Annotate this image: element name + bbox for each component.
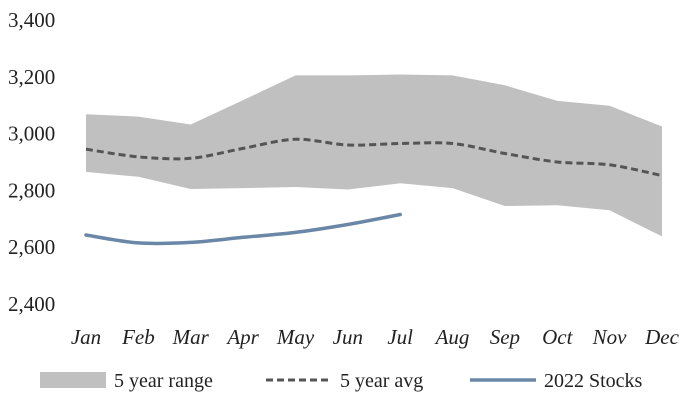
- series-line-avg: [85, 137, 663, 178]
- legend-label-stocks: 2022 Stocks: [544, 370, 643, 392]
- x-tick-label: Aug: [434, 325, 470, 349]
- y-tick-label: 3,000: [8, 122, 55, 146]
- x-axis-ticks: Jan Feb Mar Apr May Jun Jul Aug Sep Oct Nov Dec: [71, 325, 680, 349]
- series-line-2022-stocks: [84, 212, 402, 246]
- x-tick-label: Mar: [172, 325, 210, 349]
- x-tick-label: May: [276, 325, 315, 349]
- y-tick-label: 2,600: [8, 235, 55, 259]
- x-tick-label: Apr: [225, 325, 259, 349]
- legend-item-range: 5 year range: [40, 370, 213, 392]
- y-axis-ticks: 2,400 2,600 2,800 3,000 3,200 3,400: [8, 8, 55, 316]
- x-tick-label: Jun: [333, 325, 363, 349]
- x-tick-label: Nov: [592, 325, 628, 349]
- x-tick-label: Oct: [542, 325, 573, 349]
- legend-item-avg: 5 year avg: [266, 370, 423, 392]
- legend-label-range: 5 year range: [114, 370, 213, 392]
- y-tick-label: 2,400: [8, 292, 55, 316]
- range-band-layer: [86, 74, 662, 237]
- x-tick-label: Feb: [121, 325, 155, 349]
- legend-label-avg: 5 year avg: [340, 370, 423, 392]
- x-tick-label: Jul: [387, 325, 413, 349]
- series-line-layer: [84, 137, 663, 246]
- y-tick-label: 3,400: [8, 8, 55, 32]
- y-tick-label: 3,200: [8, 65, 55, 89]
- y-tick-label: 2,800: [8, 178, 55, 202]
- legend-item-stocks: 2022 Stocks: [470, 370, 643, 392]
- legend-swatch-range: [40, 372, 106, 388]
- x-tick-label: Dec: [644, 325, 679, 349]
- x-tick-label: Jan: [71, 325, 101, 349]
- x-tick-label: Sep: [490, 325, 520, 349]
- legend: 5 year range 5 year avg 2022 Stocks: [40, 370, 643, 392]
- range-band: [86, 74, 662, 237]
